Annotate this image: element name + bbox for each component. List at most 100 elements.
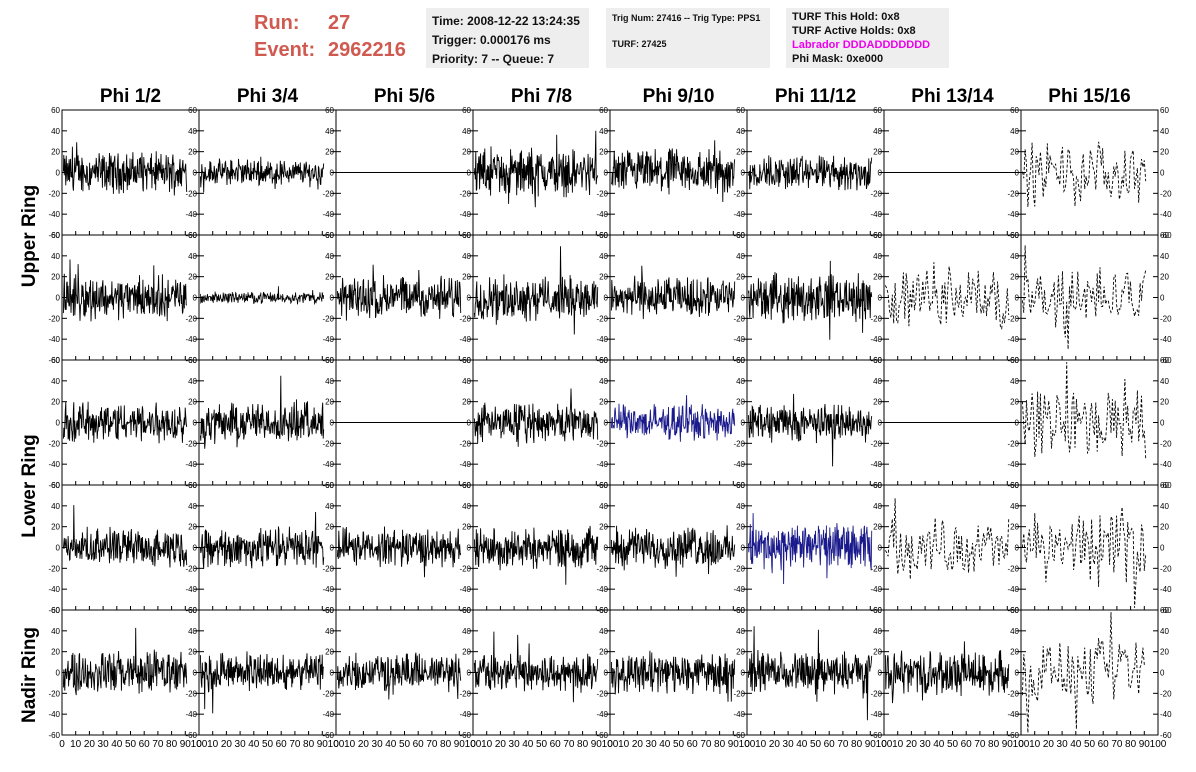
x-tick-label: 60 (687, 739, 699, 750)
x-tick-label: 90 (1139, 739, 1151, 750)
y-tick-label: -20 (870, 189, 882, 198)
y-tick-label: -20 (185, 439, 197, 448)
y-tick-label: -40 (322, 460, 334, 469)
y-tick-label: -20 (1007, 439, 1019, 448)
y-tick-label: -40 (322, 710, 334, 719)
y-tick-label: 40 (51, 377, 60, 386)
x-tick-label: 0 (59, 739, 65, 750)
waveform-trace (884, 262, 1010, 330)
y-tick-label: -20 (596, 189, 608, 198)
y-tick-label: 20 (325, 398, 334, 407)
x-tick-label: 20 (358, 739, 370, 750)
y-tick-label: -40 (48, 460, 60, 469)
y-tick-label: 40 (325, 127, 334, 136)
x-tick-label: 30 (646, 739, 658, 750)
y-tick-label: 0 (193, 544, 198, 553)
waveform-trace (747, 155, 873, 191)
y-tick-label: -20 (870, 689, 882, 698)
waveform-trace (610, 395, 736, 442)
y-tick-label: -20 (870, 564, 882, 573)
y-tick-label: -20 (459, 564, 471, 573)
y-tick-label: -40 (185, 335, 197, 344)
y-tick-label: 0 (330, 169, 335, 178)
y-tick-label: 40 (873, 127, 882, 136)
waveform-trace (62, 259, 188, 322)
y-tick-label: 60 (599, 231, 608, 240)
y-tick-label: -20 (1007, 189, 1019, 198)
y-tick-label: 40 (599, 252, 608, 261)
y-tick-label: -40 (733, 585, 745, 594)
y-tick-label: -40 (1007, 460, 1019, 469)
y-tick-label: -20 (322, 314, 334, 323)
y-tick-label: 60 (51, 106, 60, 115)
y-tick-label: 20 (873, 148, 882, 157)
y-tick-label: 20 (599, 523, 608, 532)
y-tick-label: -20 (1160, 314, 1172, 323)
y-tick-label: 20 (599, 148, 608, 157)
y-tick-label: 60 (736, 106, 745, 115)
y-tick-label: -40 (48, 710, 60, 719)
panel-frame (1020, 234, 1159, 361)
y-tick-label: -40 (48, 335, 60, 344)
x-tick-label: 70 (700, 739, 712, 750)
x-tick-label: 10 (481, 739, 493, 750)
y-tick-label: 60 (736, 356, 745, 365)
y-tick-label: -20 (870, 314, 882, 323)
y-tick-label: 0 (56, 669, 61, 678)
waveform-trace (747, 260, 873, 340)
y-tick-label: 40 (1010, 127, 1019, 136)
y-tick-label: 60 (599, 481, 608, 490)
y-tick-label: -20 (48, 189, 60, 198)
y-tick-label: 0 (878, 169, 883, 178)
y-tick-label: 60 (1010, 231, 1019, 240)
y-tick-label: -40 (1160, 460, 1172, 469)
waveform-trace (473, 130, 599, 208)
y-tick-label: -40 (1007, 210, 1019, 219)
y-tick-label: 20 (188, 523, 197, 532)
y-tick-label: 40 (188, 502, 197, 511)
y-tick-label: 60 (1010, 606, 1019, 615)
y-tick-label: -20 (322, 439, 334, 448)
y-tick-label: -60 (870, 731, 882, 740)
y-tick-label: 0 (1015, 169, 1020, 178)
trigger-text: Trigger: 0.000176 ms (432, 33, 551, 47)
x-tick-label: 10 (1029, 739, 1041, 750)
y-tick-label: 0 (56, 419, 61, 428)
y-tick-label: 60 (873, 231, 882, 240)
x-tick-label: 70 (152, 739, 164, 750)
y-tick-label: 20 (1010, 398, 1019, 407)
x-tick-label: 0 (470, 739, 476, 750)
y-tick-label: -20 (733, 314, 745, 323)
y-tick-label: 60 (51, 356, 60, 365)
x-tick-label: 0 (196, 739, 202, 750)
y-tick-label: 0 (467, 669, 472, 678)
y-tick-label: 40 (188, 377, 197, 386)
waveform-trace (473, 525, 599, 585)
x-tick-label: 50 (399, 739, 411, 750)
y-tick-label: -40 (1160, 335, 1172, 344)
y-tick-label: -20 (733, 689, 745, 698)
turf-info-box: TURF This Hold: 0x8 TURF Active Holds: 0… (786, 8, 949, 68)
x-tick-label: 0 (333, 739, 339, 750)
y-tick-label: 0 (56, 294, 61, 303)
y-tick-label: 60 (325, 231, 334, 240)
column-header-phi-11-12: Phi 11/12 (774, 86, 857, 107)
x-tick-label: 70 (563, 739, 575, 750)
y-tick-label: 60 (1160, 606, 1169, 615)
x-tick-label: 40 (659, 739, 671, 750)
y-tick-label: 60 (1160, 106, 1169, 115)
y-tick-label: -60 (596, 731, 608, 740)
y-tick-label: 60 (462, 481, 471, 490)
y-tick-label: 60 (736, 231, 745, 240)
y-tick-label: 20 (462, 523, 471, 532)
panel-frame (1020, 359, 1159, 486)
y-tick-label: 40 (873, 627, 882, 636)
y-tick-label: 20 (325, 523, 334, 532)
y-tick-label: 60 (462, 356, 471, 365)
waveform-trace (610, 650, 736, 702)
y-tick-label: -40 (733, 210, 745, 219)
y-tick-label: 40 (873, 502, 882, 511)
x-tick-label: 50 (262, 739, 274, 750)
column-header-phi-3-4: Phi 3/4 (236, 86, 299, 107)
x-tick-label: 20 (906, 739, 918, 750)
